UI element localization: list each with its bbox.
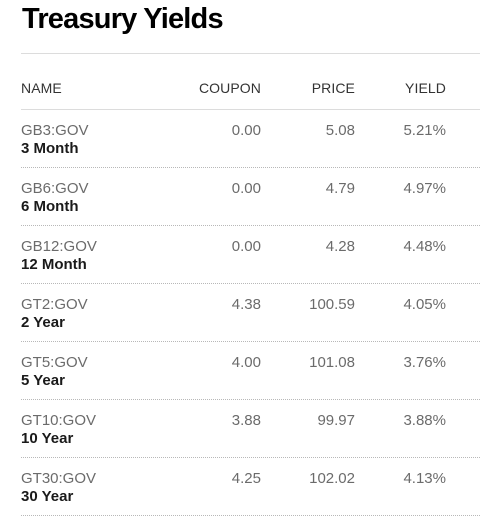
yield-value: 5.21% xyxy=(403,122,446,139)
term-label: 5 Year xyxy=(21,372,65,389)
yield-value: 4.05% xyxy=(403,296,446,313)
ticker-symbol[interactable]: GT30:GOV xyxy=(21,470,97,487)
price-value: 100.59 xyxy=(309,296,355,313)
yield-value: 3.88% xyxy=(403,412,446,429)
coupon-value: 4.25 xyxy=(231,470,261,487)
ticker-symbol[interactable]: GT2:GOV xyxy=(21,296,88,313)
coupon-value: 0.00 xyxy=(231,122,261,139)
column-header-yield[interactable]: YIELD xyxy=(405,80,446,96)
term-label: 30 Year xyxy=(21,488,74,505)
table-row[interactable]: GB6:GOV 6 Month 0.00 4.79 4.97% xyxy=(21,168,480,226)
ticker-symbol[interactable]: GT5:GOV xyxy=(21,354,88,371)
table-header: NAME COUPON PRICE YIELD xyxy=(21,54,480,110)
table-row[interactable]: GB3:GOV 3 Month 0.00 5.08 5.21% xyxy=(21,110,480,168)
coupon-value: 4.00 xyxy=(231,354,261,371)
ticker-symbol[interactable]: GB6:GOV xyxy=(21,180,89,197)
yield-value: 4.13% xyxy=(403,470,446,487)
yields-table: NAME COUPON PRICE YIELD GB3:GOV 3 Month … xyxy=(21,54,480,516)
price-value: 4.79 xyxy=(325,180,355,197)
term-label: 12 Month xyxy=(21,256,87,273)
table-row[interactable]: GT2:GOV 2 Year 4.38 100.59 4.05% xyxy=(21,284,480,342)
table-row[interactable]: GT30:GOV 30 Year 4.25 102.02 4.13% xyxy=(21,458,480,516)
column-header-price[interactable]: PRICE xyxy=(311,80,355,96)
yield-value: 3.76% xyxy=(403,354,446,371)
term-label: 2 Year xyxy=(21,314,65,331)
table-row[interactable]: GB12:GOV 12 Month 0.00 4.28 4.48% xyxy=(21,226,480,284)
coupon-value: 4.38 xyxy=(231,296,261,313)
yield-value: 4.97% xyxy=(403,180,446,197)
term-label: 10 Year xyxy=(21,430,74,447)
price-value: 5.08 xyxy=(325,122,355,139)
term-label: 6 Month xyxy=(21,198,79,215)
coupon-value: 3.88 xyxy=(231,412,261,429)
title-divider xyxy=(21,53,480,54)
column-header-coupon[interactable]: COUPON xyxy=(198,80,261,96)
price-value: 99.97 xyxy=(317,412,355,429)
term-label: 3 Month xyxy=(21,140,79,157)
ticker-symbol[interactable]: GB12:GOV xyxy=(21,238,97,255)
column-header-name[interactable]: NAME xyxy=(21,80,62,96)
page-title: Treasury Yields xyxy=(22,3,224,35)
table-row[interactable]: GT10:GOV 10 Year 3.88 99.97 3.88% xyxy=(21,400,480,458)
ticker-symbol[interactable]: GB3:GOV xyxy=(21,122,89,139)
price-value: 102.02 xyxy=(309,470,355,487)
price-value: 101.08 xyxy=(309,354,355,371)
price-value: 4.28 xyxy=(325,238,355,255)
yield-value: 4.48% xyxy=(403,238,446,255)
table-row[interactable]: GT5:GOV 5 Year 4.00 101.08 3.76% xyxy=(21,342,480,400)
coupon-value: 0.00 xyxy=(231,180,261,197)
ticker-symbol[interactable]: GT10:GOV xyxy=(21,412,97,429)
coupon-value: 0.00 xyxy=(231,238,261,255)
